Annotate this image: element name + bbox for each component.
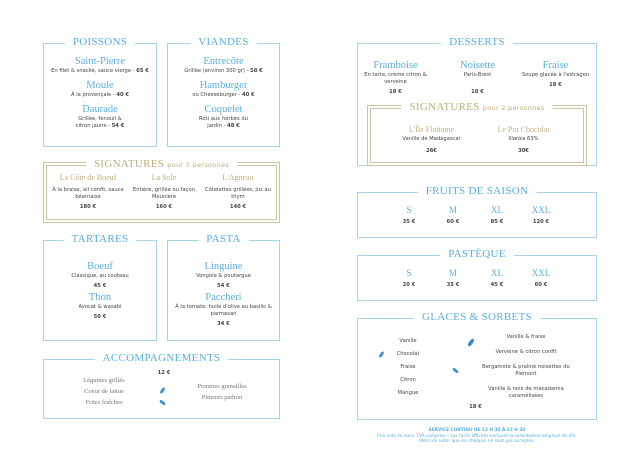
- signature-item: L'Île Flottante Vanille de Madagascar 26€: [402, 125, 461, 154]
- dish-name: Hamburger: [199, 80, 248, 91]
- dish-name: Paccheri: [205, 292, 242, 303]
- flavour-item: Vanille & noix de macadamia caramélisées: [488, 386, 564, 399]
- side-item: Piments padrón: [201, 394, 243, 401]
- leaf-icon: [466, 337, 476, 348]
- leaf-icon: [158, 399, 167, 406]
- dish-name: Moule: [86, 80, 114, 91]
- dish-name: Linguine: [204, 261, 243, 272]
- dish-price: 54 €: [217, 283, 230, 289]
- dish-desc: ou Cheeseburger - 40 €: [192, 92, 255, 98]
- dish-price: 45 €: [93, 283, 107, 289]
- dish-name: Entrecôte: [203, 56, 244, 67]
- signature-item: Le Pot Chocolat Illanka 63% 30€: [497, 125, 550, 154]
- flavour-item: Vanille: [399, 338, 417, 344]
- size-price: XL 85 €: [490, 205, 504, 225]
- poissons-section: POISSONS Saint-Pierre En filet & snacké,…: [43, 36, 157, 147]
- signatures-title: SIGNATURES pour 2 personnes: [85, 158, 238, 170]
- pasta-title: PASTA: [198, 233, 249, 245]
- leaf-icon: [451, 367, 460, 374]
- accompagnements-title: ACCOMPAGNEMENTS: [94, 352, 229, 364]
- dish-name: Thon: [88, 292, 112, 303]
- accompagnements-section: ACCOMPAGNEMENTS 12 € Légumes grillés Coe…: [43, 352, 280, 419]
- size-price: XL 45 €: [490, 268, 504, 288]
- signature-item: La Côte de Boeuf À la braise, ail confit…: [52, 173, 124, 210]
- side-item: Pommes grenailles: [197, 383, 247, 390]
- glaces-section: GLACES & SORBETS Vanille Chocolat Fraise…: [357, 311, 597, 420]
- size-price: M 60 €: [446, 205, 460, 225]
- flavour-item: Mangue: [397, 390, 419, 396]
- accompagnements-price: 12 €: [157, 370, 171, 376]
- pasta-section: PASTA Linguine Vongole & poutargue 54 € …: [167, 233, 280, 341]
- dish-name: Coquelet: [204, 104, 243, 115]
- flavour-item: Bergamote & praliné noisettes du Piémont: [482, 364, 570, 377]
- pasteque-section: PASTÈQUE S 20 € M 35 € XL 45 € XXL 60 €: [357, 248, 597, 301]
- glaces-price: 18 €: [469, 404, 482, 410]
- signature-item: L'Agneau Côtelettes grillées, jus au thy…: [205, 173, 271, 210]
- dish-name: Daurade: [82, 104, 118, 115]
- dish-desc: Grillée, fenouil & citron jaune - 54 €: [75, 116, 125, 129]
- flavour-item: Vanille & fraise: [506, 334, 546, 340]
- flavour-item: Verveine & citron confit: [495, 349, 557, 355]
- signature-item: La Sole Entière, grillée ou façon Meuniè…: [133, 173, 195, 210]
- viandes-section: VIANDES Entrecôte Grillée (environ 300 g…: [167, 36, 280, 147]
- dish-price: 34 €: [217, 321, 230, 327]
- viandes-title: VIANDES: [190, 36, 257, 48]
- footer-note: Prix nets en euro, TVA comprise – Les ta…: [377, 433, 577, 439]
- dish-price: 50 €: [93, 314, 107, 320]
- service-hours: SERVICE CONTINU DE 12 H 30 À 22 H 30: [428, 428, 526, 433]
- flavour-item: Chocolat: [396, 351, 420, 357]
- dessert-signatures: SIGNATURES pour 2 personnes L'Île Flotta…: [367, 101, 587, 166]
- size-price: S 20 €: [402, 268, 416, 288]
- signatures-section: SIGNATURES pour 2 personnes La Côte de B…: [43, 158, 280, 223]
- dish-desc: À la provençale - 40 €: [71, 92, 129, 98]
- desserts-section: DESSERTS Framboise En tarte, crème citron…: [357, 36, 597, 166]
- size-price: M 35 €: [446, 268, 460, 288]
- dessert-signatures-title: SIGNATURES pour 2 personnes: [401, 101, 553, 113]
- dish-desc: À la tomate, huile d'olive au basilic & …: [175, 304, 272, 317]
- footer-note: Merci de noter que les chèques ne sont p…: [419, 439, 535, 444]
- dish-desc: Vongole & poutargue: [196, 273, 251, 279]
- size-price: XXL 60 €: [531, 268, 551, 288]
- side-item: Légumes grillés: [83, 377, 125, 384]
- tartares-section: TARTARES Boeuf Classique, au couteau 45 …: [43, 233, 157, 341]
- dessert-item: Fraise Soupe glacée à l'estragon 18 €: [521, 60, 590, 88]
- poissons-title: POISSONS: [64, 36, 136, 48]
- glaces-title: GLACES & SORBETS: [414, 311, 540, 323]
- dish-desc: En filet & snacké, sauce vierge - 65 €: [51, 68, 149, 74]
- dish-name: Saint-Pierre: [74, 56, 126, 67]
- side-item: Coeur de laitue: [84, 388, 124, 395]
- dish-desc: Avocat & wasabi: [78, 304, 122, 310]
- flavour-item: Fraise: [400, 364, 416, 370]
- fruits-title: FRUITS DE SAISON: [417, 185, 537, 197]
- dessert-item: Framboise En tarte, crème citron & vervei…: [364, 60, 427, 95]
- pasteque-title: PASTÈQUE: [440, 248, 514, 260]
- dish-desc: Rôti aux herbes du jardin - 48 €: [199, 116, 248, 129]
- footer: SERVICE CONTINU DE 12 H 30 À 22 H 30 Pri…: [357, 428, 597, 445]
- dish-desc: Grillée (environ 300 gr) - 58 €: [184, 68, 263, 74]
- desserts-title: DESSERTS: [441, 36, 513, 48]
- fruits-section: FRUITS DE SAISON S 35 € M 60 € XL 85 € XXL 1…: [357, 185, 597, 238]
- size-price: S 35 €: [402, 205, 416, 225]
- dessert-item: Noisette Paris-Brest 18 €: [460, 60, 495, 95]
- dish-name: Boeuf: [87, 261, 113, 272]
- flavour-item: Citron: [400, 377, 416, 383]
- side-item: Frites fraîches: [85, 399, 123, 406]
- leaf-icon: [159, 386, 166, 395]
- size-price: XXL 120 €: [531, 205, 551, 225]
- tartares-title: TARTARES: [63, 233, 137, 245]
- dish-desc: Classique, au couteau: [71, 273, 129, 279]
